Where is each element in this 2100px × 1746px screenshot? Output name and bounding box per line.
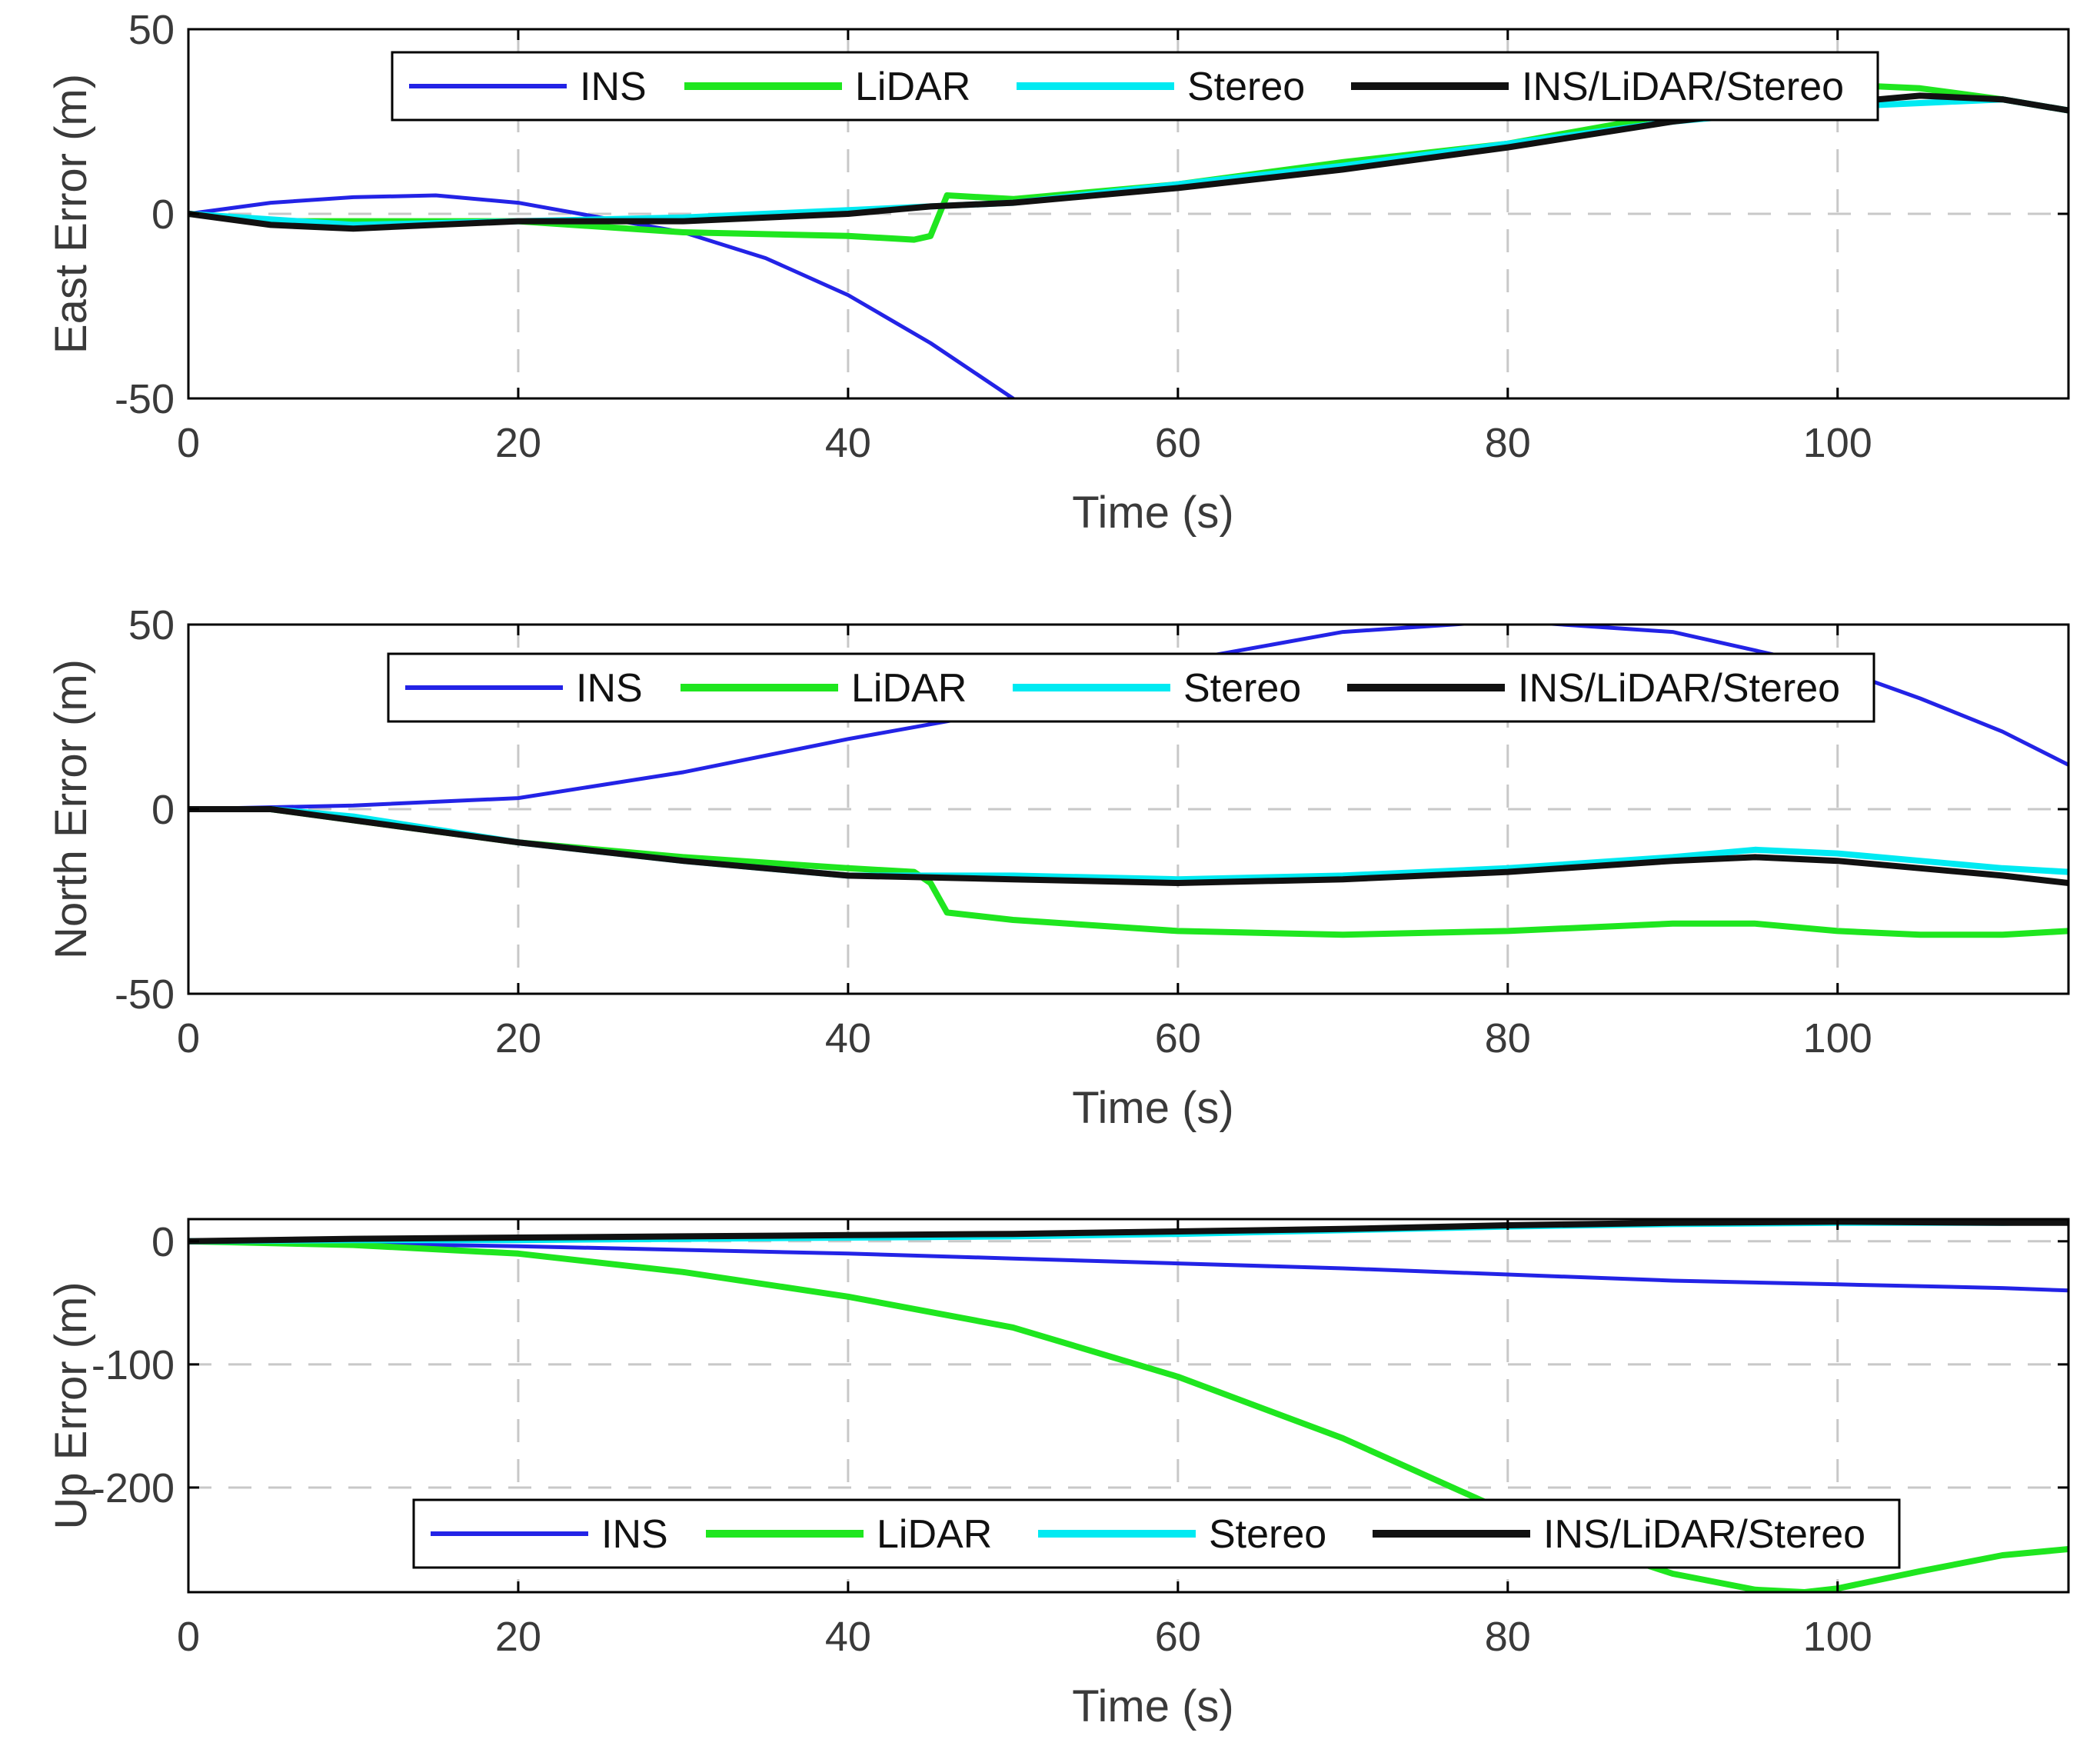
legend-label: INS/LiDAR/Stereo [1543,1512,1865,1557]
legend: INS LiDAR Stereo INS/LiDAR/Stereo [387,652,1875,723]
x-tick-label: 0 [177,420,200,466]
legend-label: Stereo [1187,65,1305,109]
y-axis-label: North Error (m) [46,659,96,959]
x-tick-label: 40 [825,1614,871,1660]
series-line-ins-lidar-stereo [188,806,2068,886]
x-tick-label: 100 [1803,420,1872,466]
x-tick-label: 60 [1155,1015,1201,1061]
axes-frame [187,1218,2070,1594]
legend-label: LiDAR [855,65,970,109]
chart-panel-3: 0 20 40 60 80 100 0 -100 -200 Time (s) Up Error (m… [46,1218,2070,1731]
x-axis-label: Time (s) [1072,488,1233,538]
legend-label: LiDAR [851,666,967,711]
series-line-ins [188,625,2068,811]
y-tick-label: -100 [92,1342,175,1388]
x-tick-label: 80 [1485,420,1531,466]
x-tick-label: 40 [825,1015,871,1061]
x-tick-label: 100 [1803,1015,1872,1061]
legend-label: INS/LiDAR/Stereo [1518,666,1840,711]
legend-label: INS [580,65,647,109]
x-tick-label: 20 [495,1015,541,1061]
x-axis-label: Time (s) [1072,1681,1233,1731]
y-axis-label: East Error (m) [46,74,96,354]
x-tick-label: 60 [1155,1614,1201,1660]
legend: INS LiDAR Stereo INS/LiDAR/Stereo [412,1498,1901,1569]
legend-label: INS/LiDAR/Stereo [1522,65,1844,109]
legend-label: LiDAR [877,1512,992,1557]
series-line-ins [188,1239,2068,1293]
x-axis-label: Time (s) [1072,1083,1233,1133]
x-tick-label: 0 [177,1614,200,1660]
x-tick-label: 60 [1155,420,1201,466]
x-tick-label: 40 [825,420,871,466]
x-tick-label: 80 [1485,1015,1531,1061]
legend-label: INS [601,1512,668,1557]
y-tick-label: 0 [151,192,175,238]
legend-label: Stereo [1209,1512,1326,1557]
y-tick-label: 0 [151,1219,175,1265]
x-tick-label: 20 [495,420,541,466]
y-tick-label: 50 [128,602,175,648]
x-tick-label: 100 [1803,1614,1872,1660]
legend: INS LiDAR Stereo INS/LiDAR/Stereo [391,51,1879,122]
y-tick-label: -50 [115,971,175,1018]
x-tick-label: 20 [495,1614,541,1660]
y-tick-label: 50 [128,7,175,53]
y-axis-label: Up Error (m) [46,1281,96,1529]
x-tick-label: 0 [177,1015,200,1061]
y-tick-label: -200 [92,1465,175,1511]
legend-label: INS [576,666,643,711]
legend-label: Stereo [1183,666,1301,711]
y-tick-label: 0 [151,787,175,833]
y-tick-label: -50 [115,376,175,422]
x-tick-label: 80 [1485,1614,1531,1660]
